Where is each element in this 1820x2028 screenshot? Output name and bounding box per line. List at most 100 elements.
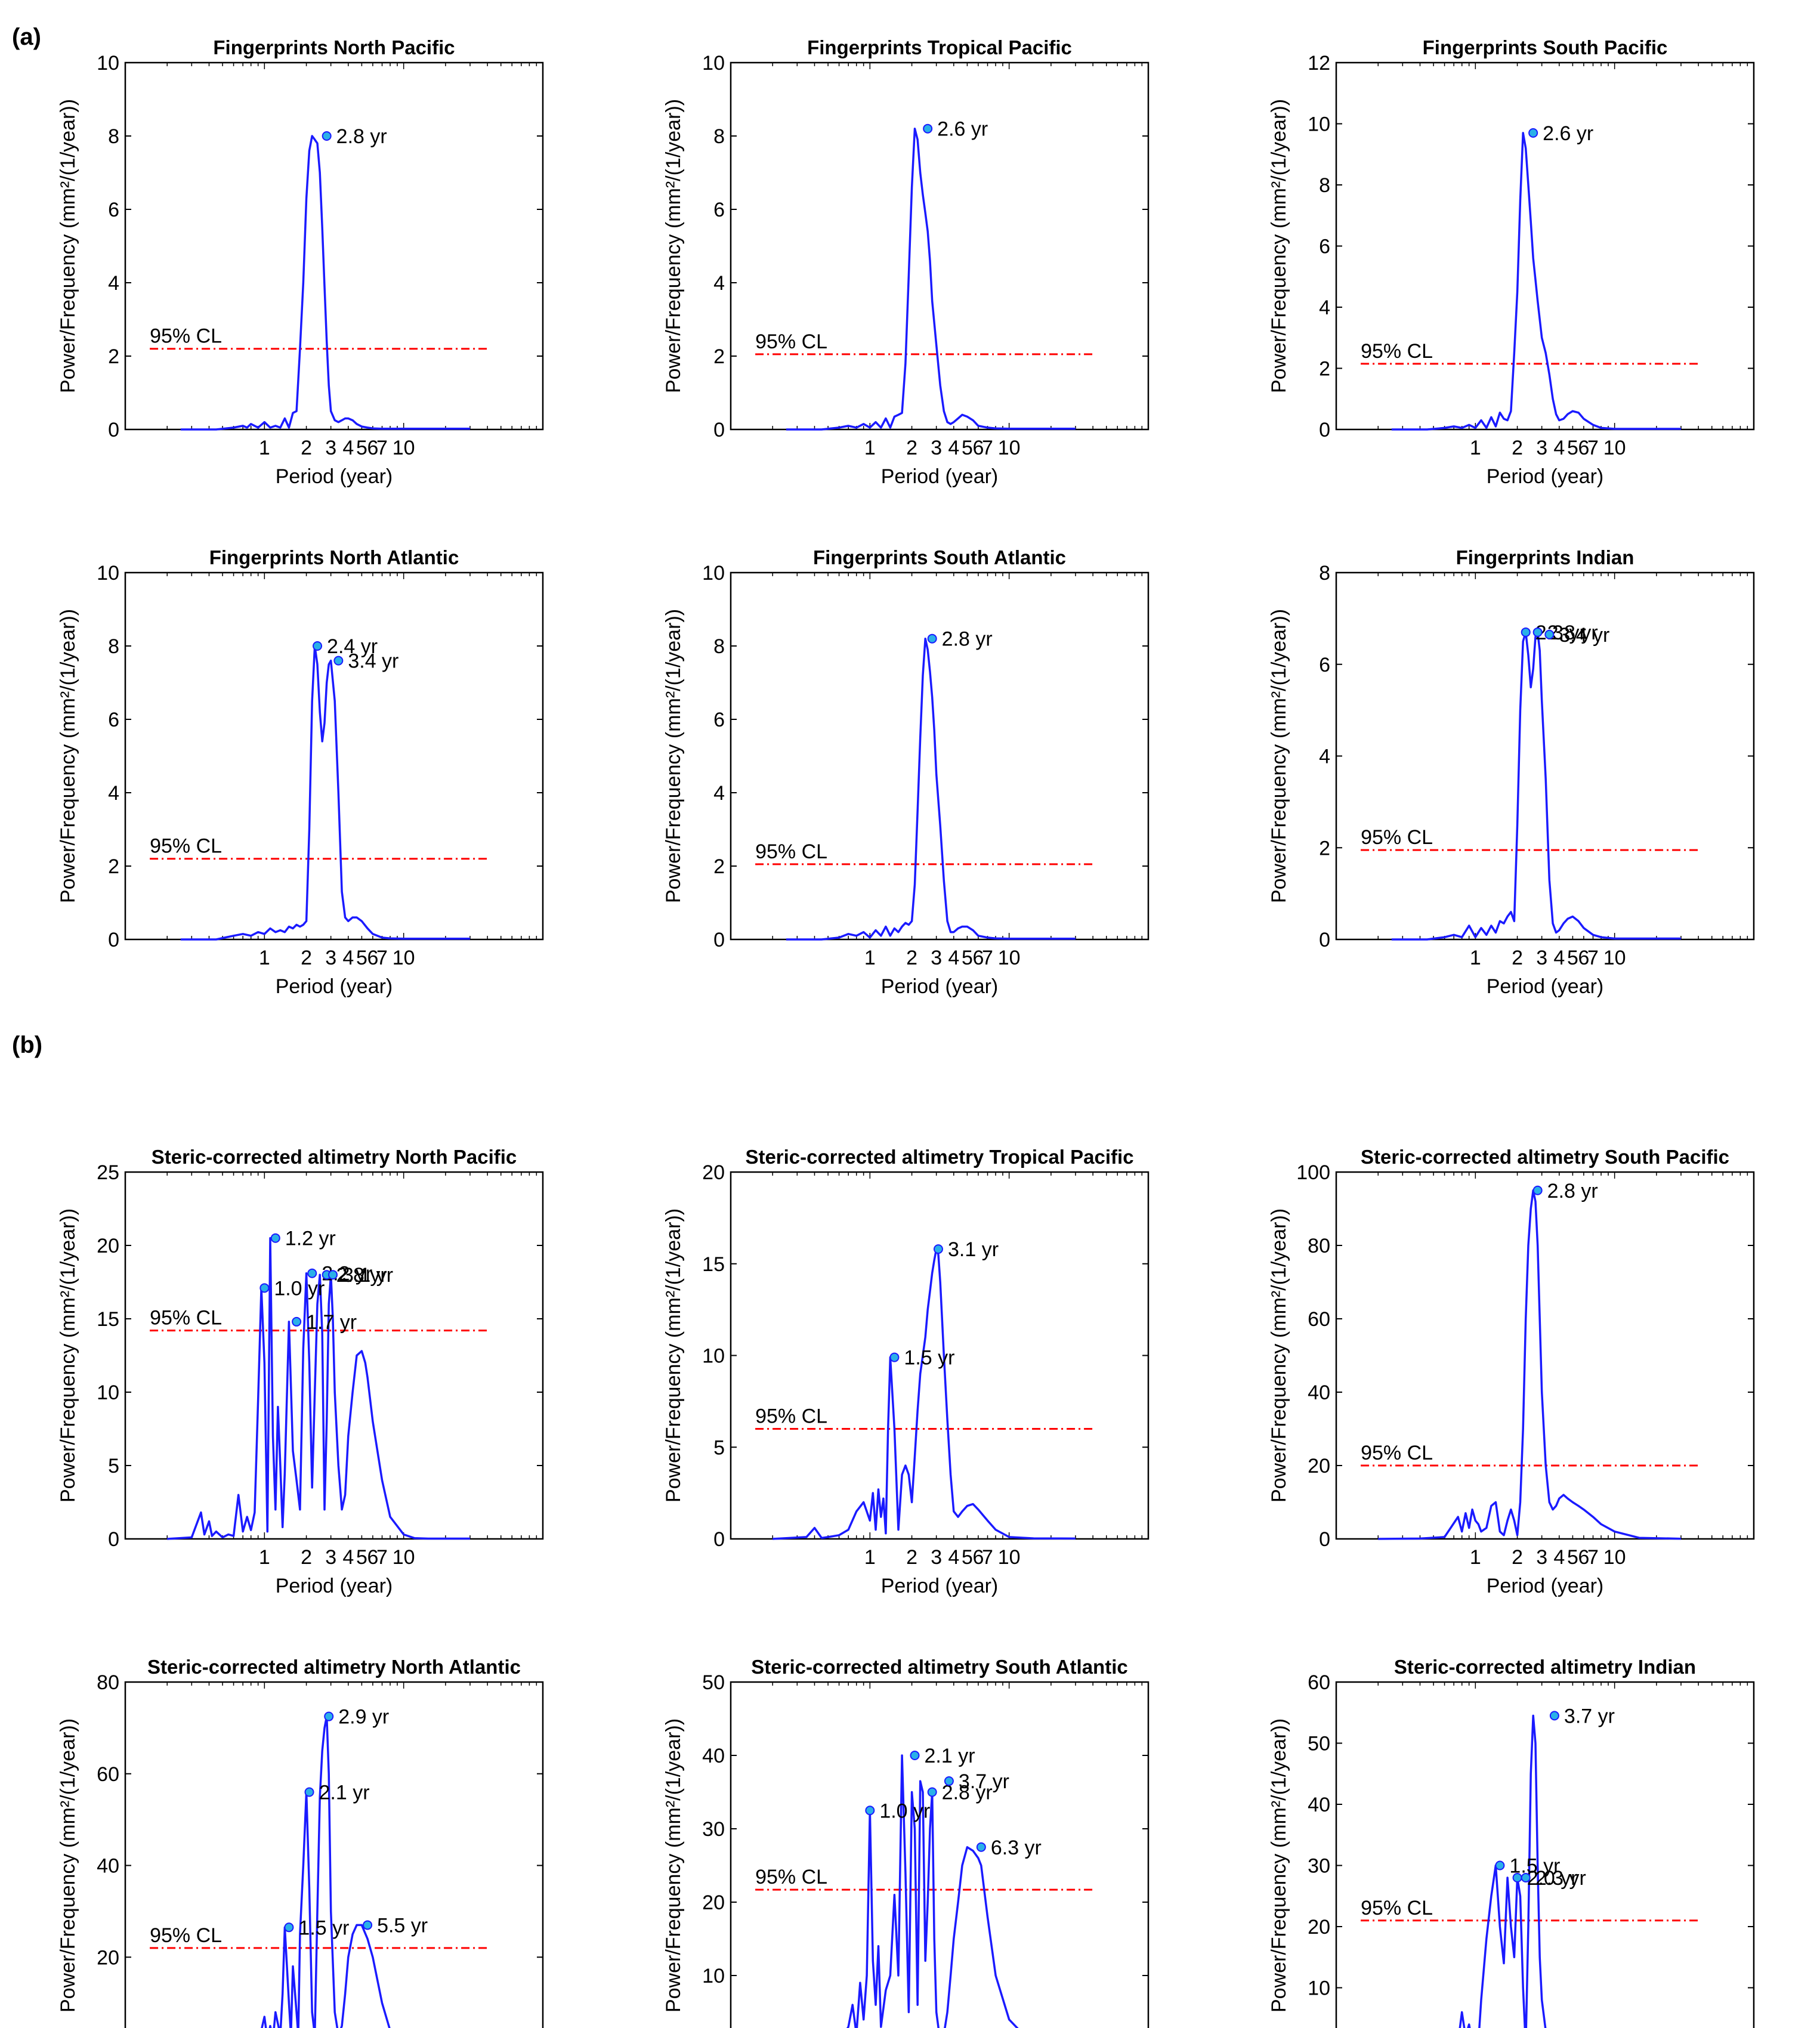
y-tick-label: 20	[702, 1891, 725, 1914]
y-axis-label: Power/Frequency (mm²/(1/year))	[662, 1718, 685, 2012]
confidence-label: 95% CL	[755, 840, 827, 863]
y-axis-label: Power/Frequency (mm²/(1/year))	[662, 609, 685, 903]
x-tick-label: 1	[1470, 437, 1481, 459]
y-tick-label: 50	[1308, 1733, 1330, 1755]
spectrum-line	[180, 135, 470, 431]
x-tick-label: 10	[998, 437, 1021, 459]
y-tick-label: 4	[1319, 296, 1330, 319]
x-axis-label: Period (year)	[1487, 465, 1604, 488]
x-tick-label: 7	[376, 947, 388, 969]
y-tick-label: 15	[702, 1253, 725, 1276]
x-tick-label: 7	[1587, 437, 1599, 459]
y-tick-label: 60	[97, 1763, 119, 1786]
peak-marker	[284, 1922, 294, 1933]
y-tick-label: 4	[713, 782, 725, 805]
chart-panel-10: Steric-corrected altimetry North Atlanti…	[57, 1656, 544, 2028]
chart-title: Fingerprints Indian	[1456, 546, 1634, 568]
y-tick-label: 6	[713, 199, 725, 221]
peak-marker	[865, 1806, 875, 1816]
x-axis-label: Period (year)	[276, 465, 393, 488]
y-tick-label: 6	[713, 709, 725, 731]
x-tick-label: 5	[962, 1546, 973, 1569]
x-axis-label: Period (year)	[1487, 975, 1604, 998]
y-axis-label: Power/Frequency (mm²/(1/year))	[57, 609, 79, 903]
peak-marker	[292, 1316, 302, 1327]
peak-marker	[910, 1751, 920, 1760]
x-axis-label: Period (year)	[881, 975, 999, 998]
peak-marker	[322, 131, 332, 141]
y-tick-label: 0	[713, 419, 725, 441]
chart-title: Steric-corrected altimetry Indian	[1394, 1656, 1696, 1678]
x-tick-label: 10	[1603, 947, 1626, 969]
x-tick-label: 4	[1553, 1546, 1565, 1569]
chart-panel-8: Steric-corrected altimetry Tropical Paci…	[662, 1146, 1150, 1597]
y-axis-label: Power/Frequency (mm²/(1/year))	[57, 1208, 79, 1503]
x-tick-label: 6	[1578, 947, 1589, 969]
x-tick-label: 7	[376, 437, 388, 459]
x-axis-label: Period (year)	[1487, 1575, 1604, 1597]
peak-label: 1.0 yr	[274, 1277, 325, 1300]
y-tick-label: 60	[1308, 1671, 1330, 1694]
y-tick-label: 8	[1319, 562, 1330, 585]
peak-label: 3.1 yr	[948, 1238, 999, 1261]
y-tick-label: 80	[97, 1671, 119, 1694]
y-tick-label: 20	[1308, 1916, 1330, 1939]
peak-label: 2.3 yr	[1535, 622, 1586, 644]
x-tick-label: 4	[948, 1546, 959, 1569]
y-tick-label: 8	[1319, 174, 1330, 197]
x-tick-label: 7	[982, 1546, 993, 1569]
plot-frame	[730, 61, 1150, 431]
x-tick-label: 1	[1470, 947, 1481, 969]
confidence-label: 95% CL	[755, 1866, 827, 1888]
chart-panel-12: Steric-corrected altimetry Indian0102030…	[1268, 1656, 1755, 2028]
peak-marker	[1549, 1711, 1559, 1721]
x-tick-label: 2	[301, 1546, 312, 1569]
x-tick-label: 2	[906, 437, 917, 459]
y-tick-label: 5	[108, 1455, 119, 1477]
y-tick-label: 0	[108, 419, 119, 441]
x-tick-label: 2	[1512, 437, 1523, 459]
y-tick-label: 60	[1308, 1308, 1330, 1331]
x-tick-label: 5	[962, 947, 973, 969]
y-tick-label: 10	[702, 1965, 725, 1987]
peak-marker	[976, 1842, 986, 1852]
y-tick-label: 2	[108, 855, 119, 878]
x-tick-label: 4	[948, 437, 959, 459]
peak-label: 1.5 yr	[904, 1347, 954, 1369]
x-tick-label: 3	[931, 437, 942, 459]
plot-frame	[124, 61, 544, 431]
chart-panel-9: Steric-corrected altimetry South Pacific…	[1268, 1146, 1755, 1597]
x-tick-label: 5	[356, 1546, 367, 1569]
x-axis-label: Period (year)	[276, 1575, 393, 1597]
peak-label: 2.6 yr	[1543, 122, 1593, 145]
x-tick-label: 10	[393, 437, 415, 459]
y-axis-label: Power/Frequency (mm²/(1/year))	[1268, 1718, 1290, 2012]
y-tick-label: 20	[97, 1946, 119, 1969]
peak-marker	[1495, 1860, 1505, 1871]
chart-title: Fingerprints North Atlantic	[209, 546, 459, 568]
x-tick-label: 3	[1536, 1546, 1547, 1569]
x-tick-label: 6	[367, 947, 378, 969]
spectrum-line	[180, 645, 470, 941]
x-tick-label: 5	[356, 437, 367, 459]
y-tick-label: 4	[1319, 746, 1330, 768]
confidence-label: 95% CL	[755, 1405, 827, 1428]
y-tick-label: 5	[713, 1436, 725, 1459]
x-tick-label: 1	[259, 1546, 270, 1569]
x-tick-label: 5	[1567, 1546, 1578, 1569]
peak-marker	[1521, 627, 1531, 637]
x-axis-label: Period (year)	[276, 975, 393, 998]
peak-marker	[324, 1711, 334, 1721]
x-tick-label: 6	[1578, 1546, 1589, 1569]
x-tick-label: 2	[1512, 1546, 1523, 1569]
peak-label: 2.8 yr	[336, 1264, 387, 1287]
y-tick-label: 2	[108, 345, 119, 368]
y-tick-label: 25	[97, 1161, 119, 1184]
chart-title: Steric-corrected altimetry South Pacific	[1361, 1146, 1729, 1168]
y-tick-label: 8	[713, 125, 725, 148]
y-axis-label: Power/Frequency (mm²/(1/year))	[662, 99, 685, 393]
y-tick-label: 20	[97, 1235, 119, 1257]
